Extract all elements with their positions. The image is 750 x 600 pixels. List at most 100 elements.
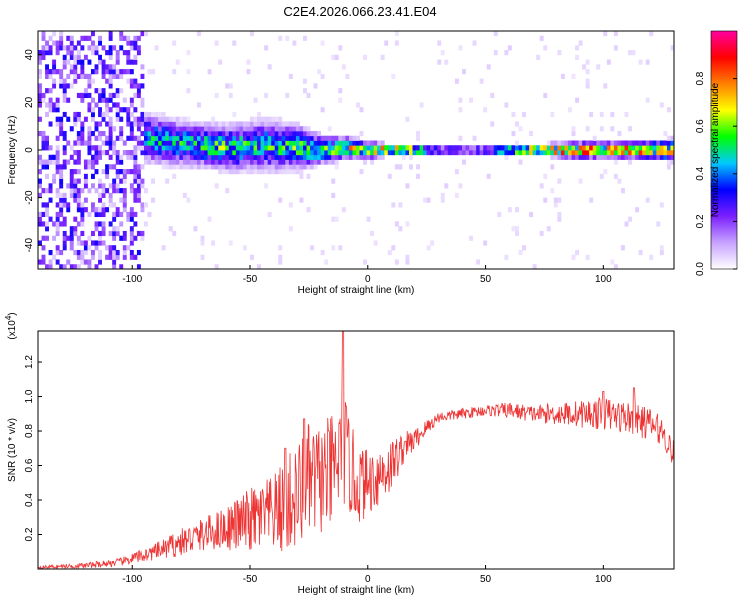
spectrogram-cell [73, 230, 78, 237]
spectrogram-cell [317, 69, 322, 75]
spectrogram-cell [232, 150, 237, 156]
spectrogram-cell [274, 135, 279, 141]
spectrogram-cell [285, 145, 290, 151]
spectrogram-cell [108, 197, 113, 203]
spectrogram-cell [264, 140, 269, 146]
spectrogram-cell [144, 154, 148, 160]
spectrogram-cell [257, 159, 261, 165]
spectrogram-cell [197, 150, 201, 156]
spectrogram-cell [87, 235, 92, 241]
spectrogram-cell [211, 159, 216, 165]
spectrogram-cell [264, 164, 269, 170]
spectrogram-cell [246, 140, 251, 146]
spectrogram-cell [363, 54, 367, 60]
spectrogram-cell [571, 126, 576, 132]
spectrogram-cell [129, 183, 134, 189]
spectrogram-cell [193, 145, 198, 151]
spectrogram-cell [306, 173, 311, 179]
spectrogram-cell [575, 45, 579, 51]
spectrogram-cell [334, 135, 339, 141]
spectrogram-cell [161, 121, 166, 127]
spectrogram-cell [638, 150, 643, 156]
spectrogram-cell [214, 121, 219, 127]
spectrogram-cell [175, 59, 180, 65]
spectrogram-cell [292, 140, 297, 146]
spectrogram-cell [515, 140, 519, 146]
spectrogram-cell [91, 31, 95, 37]
snr-background [38, 331, 674, 569]
spectrogram-cell [320, 145, 325, 151]
spectrogram-cell [582, 154, 587, 160]
spectrogram-cell [87, 107, 92, 113]
spectrogram-cell [144, 159, 148, 165]
spectrogram-cell [80, 254, 85, 260]
spectrogram-cell [122, 150, 127, 156]
spectrogram-cell [345, 135, 350, 141]
spectrogram-cell [568, 154, 572, 160]
spectrogram-cell [401, 145, 406, 151]
spectrogram-cell [101, 226, 106, 232]
spectrogram-cell [80, 188, 85, 194]
spectrogram-cell [504, 102, 509, 108]
spectrogram-cell [197, 159, 201, 165]
spectrogram-cell [253, 154, 258, 160]
spectrogram-cell [115, 159, 120, 165]
y-tick-label: 1.2 [24, 355, 35, 369]
spectrogram-cell [80, 259, 85, 265]
spectrogram-cell [295, 169, 300, 175]
spectrogram-cell [108, 69, 113, 75]
spectrogram-cell [197, 31, 201, 37]
spectrogram-cell [242, 164, 247, 170]
spectrogram-cell [493, 145, 498, 151]
spectrogram-cell [419, 150, 424, 156]
spectrogram-cell [41, 235, 46, 241]
spectrogram-cell [204, 135, 208, 141]
spectrogram-cell [73, 45, 78, 51]
spectrogram-cell [136, 164, 141, 170]
spectrogram-cell [299, 145, 304, 151]
spectrogram-cell [140, 130, 145, 137]
spectrogram-cell [341, 150, 346, 156]
spectrogram-cell [578, 145, 583, 151]
spectrogram-cell [69, 240, 74, 246]
spectrogram-cell [221, 169, 226, 175]
spectrogram-cell [94, 240, 99, 246]
spectrogram-cell [507, 207, 512, 213]
spectrogram-cell [253, 121, 258, 127]
spectrogram-cell [281, 135, 286, 141]
spectrogram-cell [225, 145, 230, 151]
spectrogram-cell [76, 202, 81, 208]
spectrogram-cell [133, 45, 138, 51]
spectrogram-cell [320, 73, 325, 79]
spectrogram-cell [310, 140, 314, 146]
spectrogram-cell [129, 121, 134, 127]
spectrogram-cell [59, 130, 64, 137]
spectrogram-cell [352, 140, 357, 146]
spectrogram-cell [115, 207, 120, 213]
spectrogram-cell [426, 197, 431, 203]
spectrogram-cell [98, 192, 102, 198]
spectrogram-cell [126, 150, 131, 156]
spectrogram-cell [200, 164, 205, 170]
spectrogram-cell [257, 264, 261, 270]
x-tick-label: 50 [480, 274, 492, 285]
spectrogram-cell [235, 121, 240, 127]
spectrogram-cell [154, 116, 159, 122]
spectrogram-cell [571, 140, 576, 146]
spectrogram-cell [451, 145, 456, 151]
spectrogram-cell [281, 145, 286, 151]
spectrogram-cell [52, 254, 57, 260]
spectrogram-cell [267, 154, 272, 160]
spectrogram-cell [264, 126, 269, 132]
spectrogram-cell [507, 150, 512, 156]
spectrogram-cell [136, 169, 141, 175]
spectrogram-cell [522, 145, 526, 151]
spectrogram-cell [557, 154, 562, 160]
spectrogram-cell [221, 126, 226, 132]
spectrogram-cell [140, 64, 145, 70]
snr-series-line [37, 330, 675, 570]
spectrogram-cell [52, 64, 57, 70]
spectrogram-cell [483, 150, 488, 156]
spectrogram-cell [214, 130, 219, 137]
spectrogram-cell [430, 240, 435, 246]
